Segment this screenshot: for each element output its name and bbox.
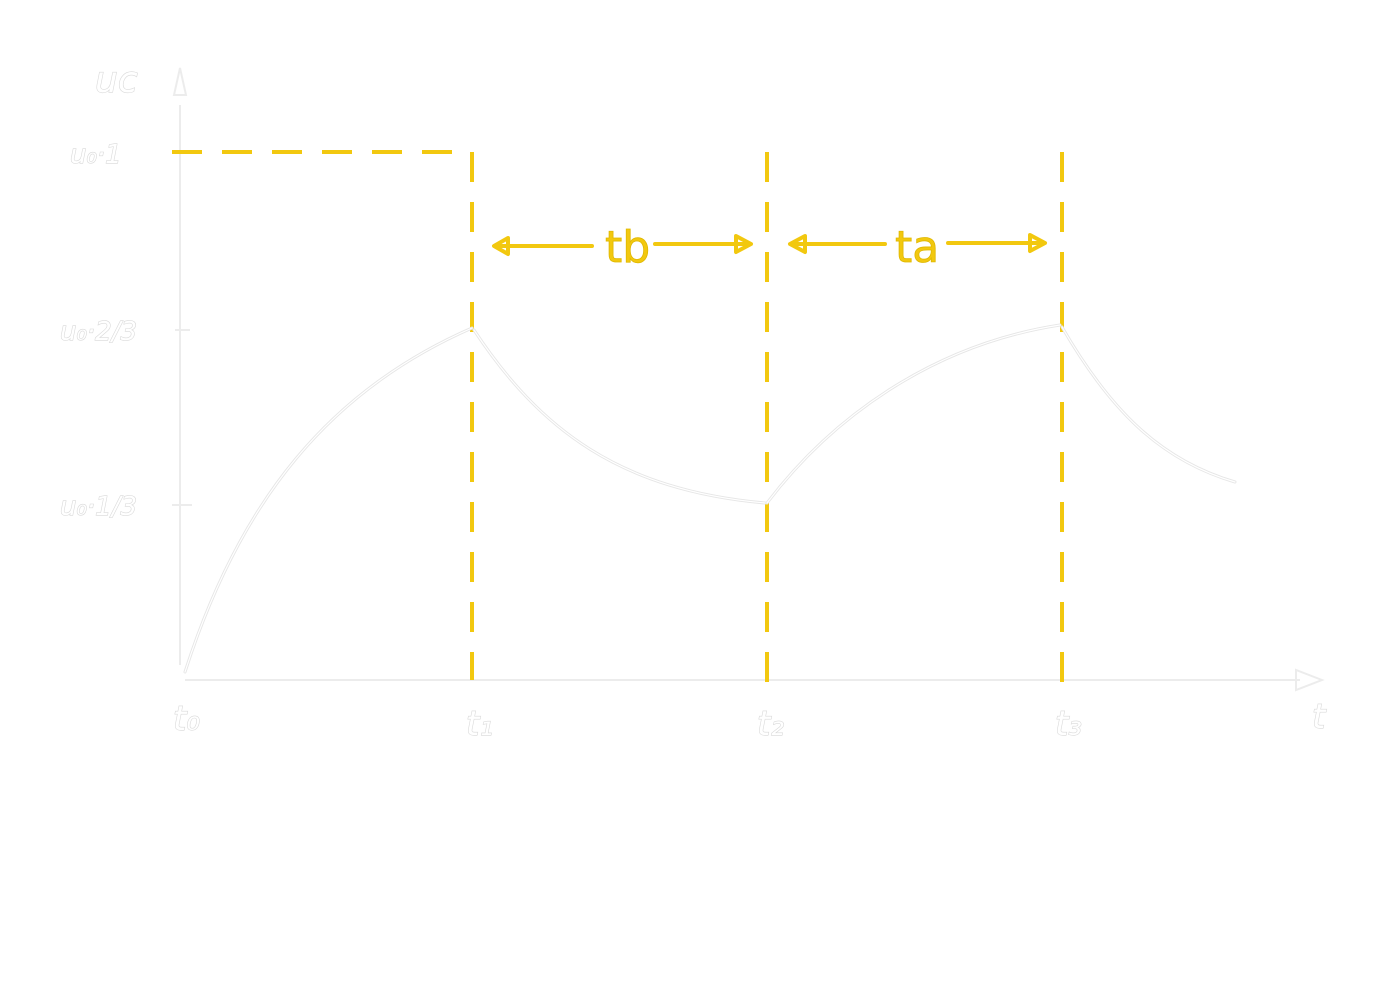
charge-segment-2 [765,323,1062,505]
arrow-right-icon [734,234,753,254]
y-axis-arrow-icon [172,67,188,96]
x-axis-label: t [1312,697,1327,737]
discharge-segment-1 [472,328,767,505]
interval-label-second: ta [895,222,939,273]
x-tick-label-t1: t₁ [466,704,493,744]
interval-label-first: tb [605,222,650,273]
y-axis-label: uc [95,60,138,101]
x-tick-label-t0: t₀ [173,699,200,739]
top-level-dashed-line [172,150,474,680]
y-tick-label-two-thirds: u₀·2/3 [60,317,137,347]
interval-arrow-first [492,234,753,256]
x-tick-label-t2: t₂ [757,704,784,744]
arrow-left-icon [492,236,510,256]
arrow-left-icon [788,234,807,254]
y-tick-label-one-third: u₀·1/3 [60,492,137,522]
y-tick-label-one: u₀·1 [70,140,122,170]
x-tick-label-t3: t₃ [1055,704,1082,744]
voltage-curve [183,323,1237,674]
charge-segment-1 [183,326,474,674]
interval-arrow-second [788,233,1047,254]
discharge-segment-2 [1060,325,1237,484]
x-axis-arrow-icon [1295,668,1325,692]
arrow-right-icon [1028,233,1047,253]
